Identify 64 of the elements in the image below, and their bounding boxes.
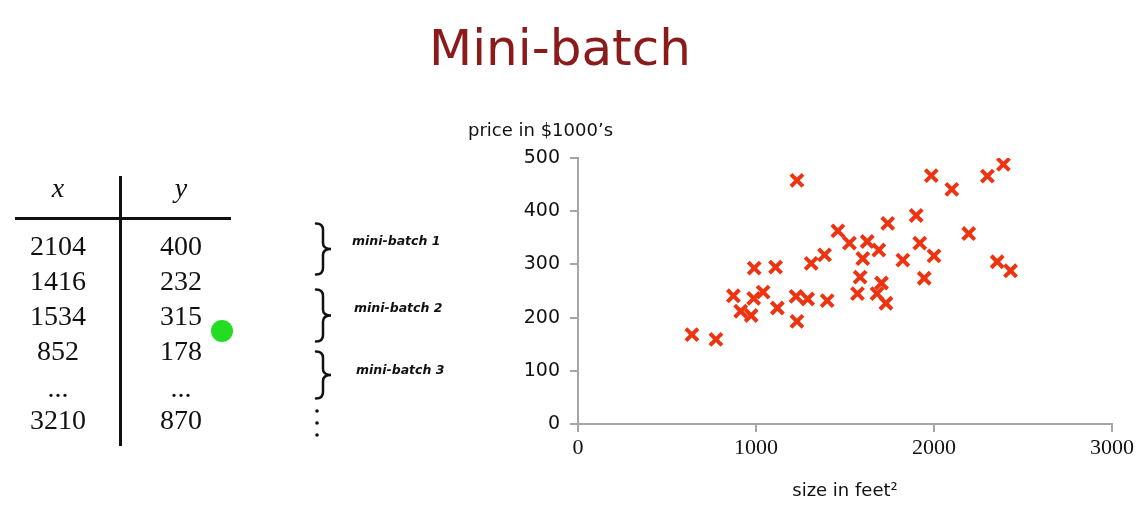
point — [877, 295, 894, 312]
y-tick-label: 300 — [523, 251, 560, 274]
text: y — [171, 171, 189, 205]
point — [788, 172, 805, 189]
text: 178 — [159, 334, 203, 368]
point — [925, 247, 943, 264]
point — [995, 158, 1012, 173]
point — [799, 290, 816, 307]
point — [979, 168, 996, 185]
text: ... — [169, 371, 193, 405]
text: ... — [46, 371, 70, 405]
point — [854, 250, 871, 267]
point — [755, 284, 772, 301]
x-tick-label: 1000 — [734, 433, 778, 459]
x-axis-title: size in feet² — [792, 478, 898, 500]
point — [746, 260, 763, 277]
y-tick-label: 200 — [523, 304, 560, 327]
text: 870 — [159, 403, 203, 437]
text: Mini-batch — [428, 18, 692, 78]
point — [683, 326, 700, 343]
y-tick-label: 400 — [523, 198, 560, 221]
point — [819, 292, 836, 309]
text: 315 — [159, 299, 203, 333]
point — [788, 313, 805, 330]
point — [816, 246, 833, 263]
text: mini-batch 1 — [352, 232, 441, 250]
point — [943, 181, 960, 198]
point — [894, 252, 911, 269]
point — [859, 233, 876, 250]
point — [879, 215, 896, 232]
text: 400 — [159, 229, 203, 263]
point — [841, 235, 858, 252]
text: 2104 — [29, 229, 87, 263]
y-tick-label: 0 — [547, 410, 560, 433]
point — [732, 303, 749, 320]
y-tick-label: 100 — [523, 357, 560, 380]
point — [788, 288, 805, 305]
point — [870, 242, 887, 259]
text: mini-batch 3 — [356, 361, 445, 379]
point — [829, 222, 846, 239]
text: 852 — [36, 334, 80, 368]
point — [908, 207, 925, 224]
point — [911, 235, 928, 252]
point — [725, 287, 742, 304]
point — [767, 259, 784, 276]
y-axis-title: price in $1000’s — [468, 119, 614, 140]
x-tick-label: 0 — [572, 433, 584, 459]
point — [916, 270, 933, 287]
text: 3210 — [29, 403, 87, 437]
text: 1416 — [29, 264, 87, 298]
point — [803, 255, 820, 272]
point — [769, 300, 786, 317]
point — [960, 225, 977, 242]
point — [707, 331, 724, 348]
text: x — [50, 171, 66, 205]
point — [989, 253, 1006, 270]
x-tick-label: 2000 — [912, 433, 956, 459]
point — [923, 167, 940, 184]
text: 232 — [159, 264, 203, 298]
text: 1534 — [29, 299, 87, 333]
x-tick-label: 3000 — [1090, 433, 1134, 459]
y-tick-label: 500 — [523, 144, 560, 167]
point — [1002, 262, 1019, 279]
text: mini-batch 2 — [354, 299, 443, 317]
